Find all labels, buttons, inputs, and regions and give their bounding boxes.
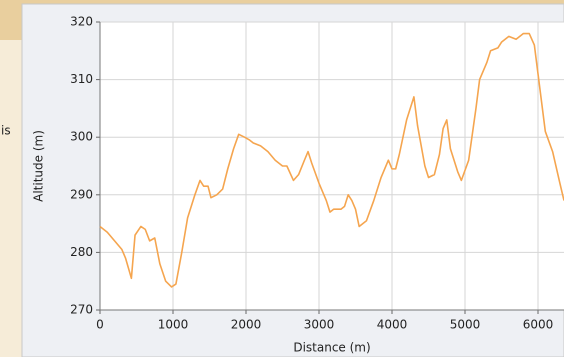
x-tick-label: 4000 [377,318,408,332]
y-tick-label: 320 [70,15,93,29]
plot-area [100,22,564,310]
x-tick-label: 1000 [158,318,189,332]
x-tick-label: 5000 [450,318,481,332]
x-tick-label: 0 [96,318,104,332]
altitude-line [99,32,564,288]
x-tick-label: 6000 [523,318,554,332]
y-tick-label: 310 [70,72,93,86]
y-tick-label: 290 [70,187,93,201]
x-tick-label: 2000 [231,318,262,332]
x-tick-label: 3000 [304,318,335,332]
y-tick-label: 270 [70,303,93,317]
y-axis-title: Altitude (m) [32,130,46,202]
y-tick-label: 280 [70,245,93,259]
x-axis-title: Distance (m) [293,341,370,355]
side-text: is [1,124,11,138]
y-tick-label: 300 [70,130,93,144]
